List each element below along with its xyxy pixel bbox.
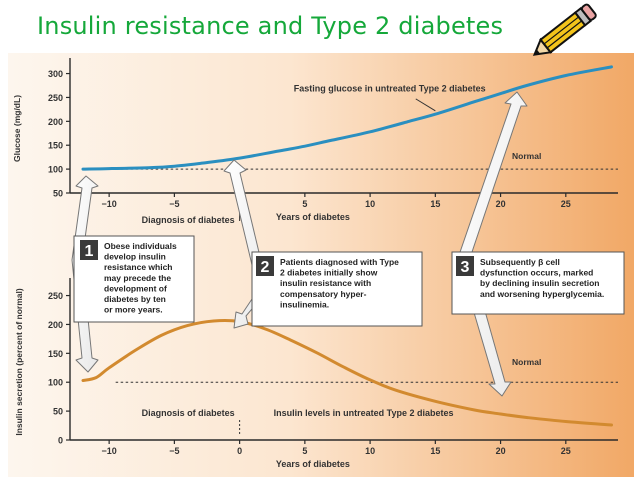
- insulin-x-tick-label: −5: [169, 446, 179, 456]
- insulin-x-tick-label: 25: [561, 446, 571, 456]
- insulin-y-tick-label: 250: [48, 291, 63, 301]
- insulin-x-tick-label: −10: [102, 446, 117, 456]
- glucose-series-pointer: [415, 98, 436, 112]
- callout-number: 1: [85, 243, 94, 260]
- glucose-normal-label: Normal: [512, 151, 541, 161]
- callout-text-line: 2 diabetes initially show: [280, 268, 378, 278]
- arrow-1: [71, 175, 99, 373]
- insulin-y-tick-label: 150: [48, 349, 63, 359]
- insulin-series-label: Insulin levels in untreated Type 2 diabe…: [274, 408, 454, 418]
- insulin-y-tick-label: 200: [48, 320, 63, 330]
- insulin-x-tick-label: 15: [430, 446, 440, 456]
- callout-number: 2: [261, 259, 270, 276]
- callout-number: 3: [461, 259, 470, 276]
- callout-text-line: by declining insulin secretion: [480, 278, 600, 288]
- callout-arrows: [71, 91, 528, 397]
- callout-text-line: resistance which: [104, 262, 173, 272]
- arrow-2: [223, 159, 269, 329]
- callout-text-line: develop insulin: [104, 252, 166, 262]
- callout-text-line: diabetes by ten: [104, 294, 166, 304]
- callout-text-line: insulinemia.: [280, 299, 329, 309]
- glucose-x-tick-label: −5: [169, 199, 179, 209]
- pencil-icon: [532, 3, 597, 56]
- glucose-x-tick-label: 10: [365, 199, 375, 209]
- insulin-series-line: [81, 319, 613, 427]
- insulin-x-tick-label: 10: [365, 446, 375, 456]
- callout-text-line: Patients diagnosed with Type: [280, 257, 399, 267]
- glucose-diagnosis-label: Diagnosis of diabetes: [142, 215, 235, 225]
- insulin-chart: 0 50 100 150 200 250 −10 −5 0 5 10 15 20 25 Years of d…: [14, 278, 618, 469]
- glucose-x-tick-label: −10: [102, 199, 117, 209]
- callout-text-line: or more years.: [104, 305, 163, 315]
- callout-text-line: may precede the: [104, 273, 171, 283]
- insulin-diagnosis-label: Diagnosis of diabetes: [142, 408, 235, 418]
- insulin-normal-label: Normal: [512, 357, 541, 367]
- callout-text-line: Subsequently β cell: [480, 257, 560, 267]
- arrow-3: [457, 91, 528, 397]
- callout-box: [451, 251, 625, 315]
- callout-text-line: Obese individuals: [104, 241, 177, 251]
- glucose-y-tick-label: 150: [48, 141, 63, 151]
- glucose-series-label: Fasting glucose in untreated Type 2 diab…: [294, 84, 486, 94]
- callout-number-badge: [456, 256, 474, 276]
- insulin-x-axis-label: Years of diabetes: [276, 459, 350, 469]
- callout-text-line: development of: [104, 283, 167, 293]
- callout-text-line: insulin resistance with: [280, 278, 371, 288]
- glucose-x-tick-label: 25: [561, 199, 571, 209]
- glucose-x-axis-label: Years of diabetes: [276, 212, 350, 222]
- glucose-x-tick-label: 20: [496, 199, 506, 209]
- slide-title: Insulin resistance and Type 2 diabetes: [37, 12, 504, 40]
- glucose-x-tick-label: 5: [302, 199, 307, 209]
- callout-number-badge: [256, 256, 274, 276]
- callout-box: [251, 251, 423, 327]
- glucose-y-axis-label: Glucose (mg/dL): [12, 95, 22, 162]
- insulin-y-tick-label: 100: [48, 378, 63, 388]
- insulin-x-tick-label: 20: [496, 446, 506, 456]
- glucose-y-tick-label: 200: [48, 117, 63, 127]
- insulin-x-tick-label: 0: [237, 446, 242, 456]
- glucose-x-tick-label: 15: [430, 199, 440, 209]
- callout-text-line: compensatory hyper-: [280, 289, 367, 299]
- glucose-series-line: [81, 65, 613, 171]
- insulin-x-tick-label: 5: [302, 446, 307, 456]
- insulin-y-tick-label: 50: [53, 407, 63, 417]
- glucose-y-tick-label: 300: [48, 69, 63, 79]
- callout-number-badge: [80, 240, 98, 260]
- glucose-y-tick-label: 100: [48, 165, 63, 175]
- insulin-y-axis-label: Insulin secretion (percent of normal): [14, 288, 24, 436]
- insulin-y-tick-label: 0: [58, 436, 63, 446]
- glucose-y-tick-label: 250: [48, 93, 63, 103]
- callout-text-line: dysfunction occurs, marked: [480, 268, 593, 278]
- glucose-y-tick-label: 50: [53, 189, 63, 199]
- callout-text-line: and worsening hyperglycemia.: [480, 289, 604, 299]
